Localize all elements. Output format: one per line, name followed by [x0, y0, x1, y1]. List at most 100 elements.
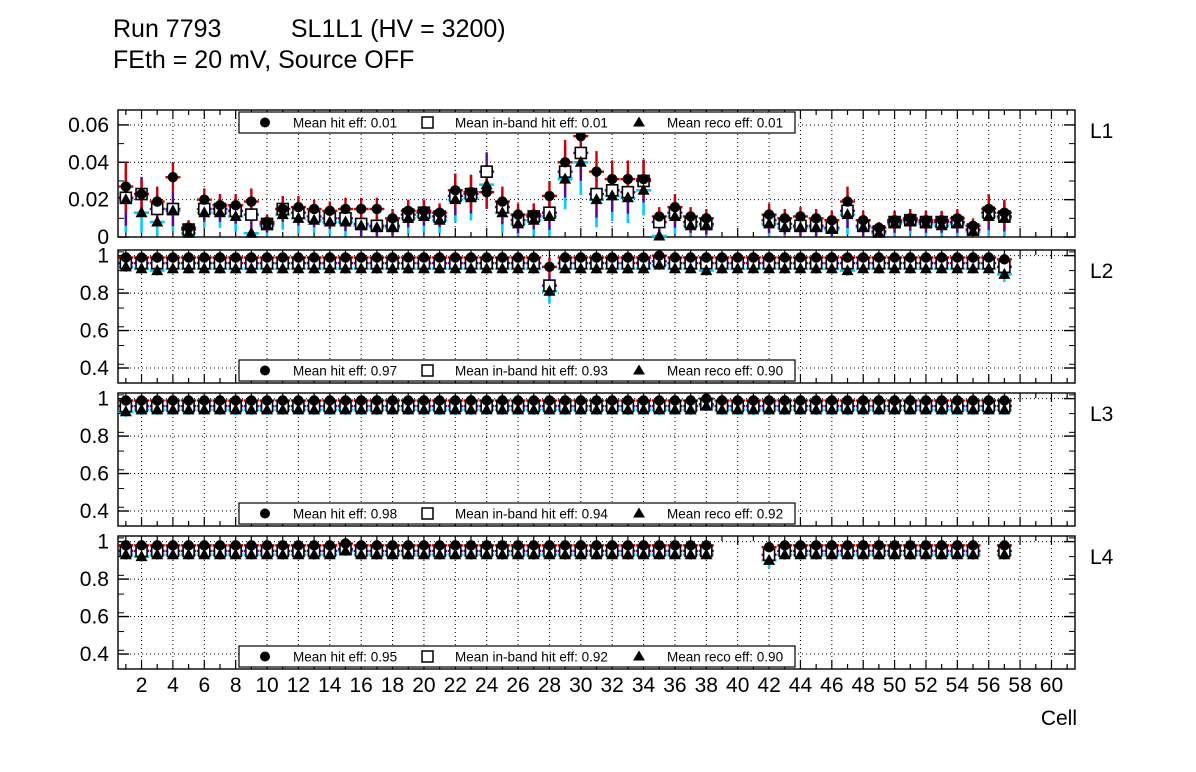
marker-filled-triangle	[590, 262, 603, 274]
marker-filled-triangle	[496, 403, 509, 415]
marker-filled-circle	[167, 395, 179, 406]
marker-filled-triangle	[166, 204, 179, 216]
marker-filled-circle	[199, 194, 210, 205]
marker-filled-circle	[434, 540, 445, 551]
marker-filled-triangle	[261, 548, 274, 560]
marker-filled-circle	[559, 157, 571, 168]
marker-filled-triangle	[386, 262, 399, 274]
marker-filled-circle	[230, 200, 241, 211]
marker-filled-triangle	[449, 262, 462, 274]
ytick-label: 0.6	[80, 606, 109, 629]
marker-filled-circle	[591, 395, 602, 406]
marker-filled-triangle	[700, 399, 713, 411]
marker-filled-triangle	[276, 403, 289, 415]
marker-filled-circle	[152, 540, 163, 551]
marker-filled-circle	[638, 540, 649, 551]
marker-filled-triangle	[606, 189, 619, 201]
marker-filled-triangle	[841, 208, 854, 220]
marker-filled-circle	[261, 540, 273, 551]
xtick-label: 54	[946, 674, 970, 697]
xtick-label: 56	[977, 674, 1000, 697]
panel-label-l3: L3	[1090, 403, 1113, 426]
legend-box	[238, 645, 796, 668]
marker-filled-circle	[355, 252, 367, 263]
marker-filled-circle	[591, 252, 602, 263]
xtick-label: 42	[757, 674, 780, 697]
marker-filled-triangle	[810, 403, 823, 415]
marker-filled-circle	[230, 540, 241, 551]
panel-l1: 0 0.02 0.04 0.06 Mean hit eff: 0.01 Mean in-b…	[68, 109, 1076, 249]
marker-filled-circle	[810, 213, 822, 224]
marker-filled-circle	[622, 173, 634, 185]
title-line-2: FEth = 20 mV, Source OFF	[113, 46, 415, 74]
legend-label-hit: Mean hit eff: 0.01	[293, 116, 397, 131]
xtick-label: 46	[820, 674, 843, 697]
marker-filled-circle	[277, 203, 288, 215]
marker-filled-circle	[606, 252, 618, 263]
marker-filled-triangle	[198, 403, 211, 415]
xtick-label: 10	[255, 674, 278, 697]
marker-filled-circle	[246, 540, 257, 551]
legend-label-hit: Mean hit eff: 0.95	[293, 650, 397, 665]
marker-filled-triangle	[480, 548, 493, 560]
legend-l2: Mean hit eff: 0.97 Mean in-band hit eff: …	[238, 359, 796, 382]
marker-filled-circle	[763, 542, 775, 553]
marker-filled-triangle	[668, 209, 681, 221]
panel-l2: 0.4 0.6 0.8 1 Mean hit eff: 0.97 Mean in-band…	[80, 245, 1076, 384]
marker-filled-triangle	[606, 403, 619, 415]
marker-filled-triangle	[119, 260, 132, 272]
legend-l3: Mean hit eff: 0.98 Mean in-band hit eff: …	[238, 502, 796, 525]
marker-filled-circle	[324, 395, 335, 406]
marker-filled-triangle	[151, 548, 164, 560]
marker-filled-circle	[967, 395, 979, 406]
marker-filled-circle	[120, 395, 132, 406]
marker-filled-circle	[418, 252, 430, 263]
marker-filled-triangle	[339, 262, 352, 274]
marker-filled-triangle	[386, 221, 399, 233]
legend-marker-open-square	[421, 364, 434, 377]
marker-filled-circle	[826, 395, 838, 406]
marker-filled-circle	[952, 213, 963, 224]
marker-filled-circle	[246, 395, 257, 406]
marker-filled-triangle	[606, 548, 619, 560]
marker-filled-triangle	[574, 155, 587, 167]
marker-filled-triangle	[543, 548, 556, 560]
marker-filled-circle	[920, 395, 932, 406]
marker-filled-triangle	[135, 550, 148, 562]
marker-filled-triangle	[872, 403, 885, 415]
marker-filled-triangle	[825, 262, 838, 274]
marker-filled-triangle	[402, 548, 415, 560]
marker-filled-triangle	[621, 548, 634, 560]
marker-filled-circle	[497, 252, 508, 263]
marker-filled-circle	[669, 540, 681, 551]
marker-filled-triangle	[794, 262, 807, 274]
xtick-label: 50	[883, 674, 906, 697]
marker-filled-triangle	[449, 403, 462, 415]
marker-filled-triangle	[763, 217, 776, 229]
legend-label-reco: Mean reco eff: 0.90	[667, 364, 783, 379]
marker-filled-triangle	[935, 403, 948, 415]
marker-filled-triangle	[182, 403, 195, 415]
panel-label-l2: L2	[1090, 260, 1113, 283]
xtick-label: 48	[852, 674, 875, 697]
marker-filled-triangle	[778, 548, 791, 560]
marker-filled-circle	[622, 540, 634, 551]
legend-box	[238, 111, 796, 134]
marker-filled-circle	[858, 214, 869, 226]
ytick-label: 0.4	[80, 643, 110, 666]
marker-filled-circle	[873, 252, 885, 263]
marker-filled-triangle	[308, 403, 321, 415]
marker-filled-circle	[606, 395, 618, 406]
marker-filled-circle	[512, 395, 524, 406]
marker-filled-triangle	[198, 548, 211, 560]
marker-filled-triangle	[433, 213, 446, 225]
marker-filled-triangle	[527, 548, 540, 560]
marker-filled-circle	[952, 540, 963, 551]
marker-filled-circle	[371, 252, 383, 263]
marker-filled-triangle	[668, 403, 681, 415]
marker-filled-circle	[701, 540, 712, 551]
legend-marker-filled-triangle	[633, 116, 645, 127]
marker-filled-triangle	[213, 403, 226, 415]
marker-filled-triangle	[229, 403, 242, 415]
marker-filled-circle	[120, 540, 132, 551]
